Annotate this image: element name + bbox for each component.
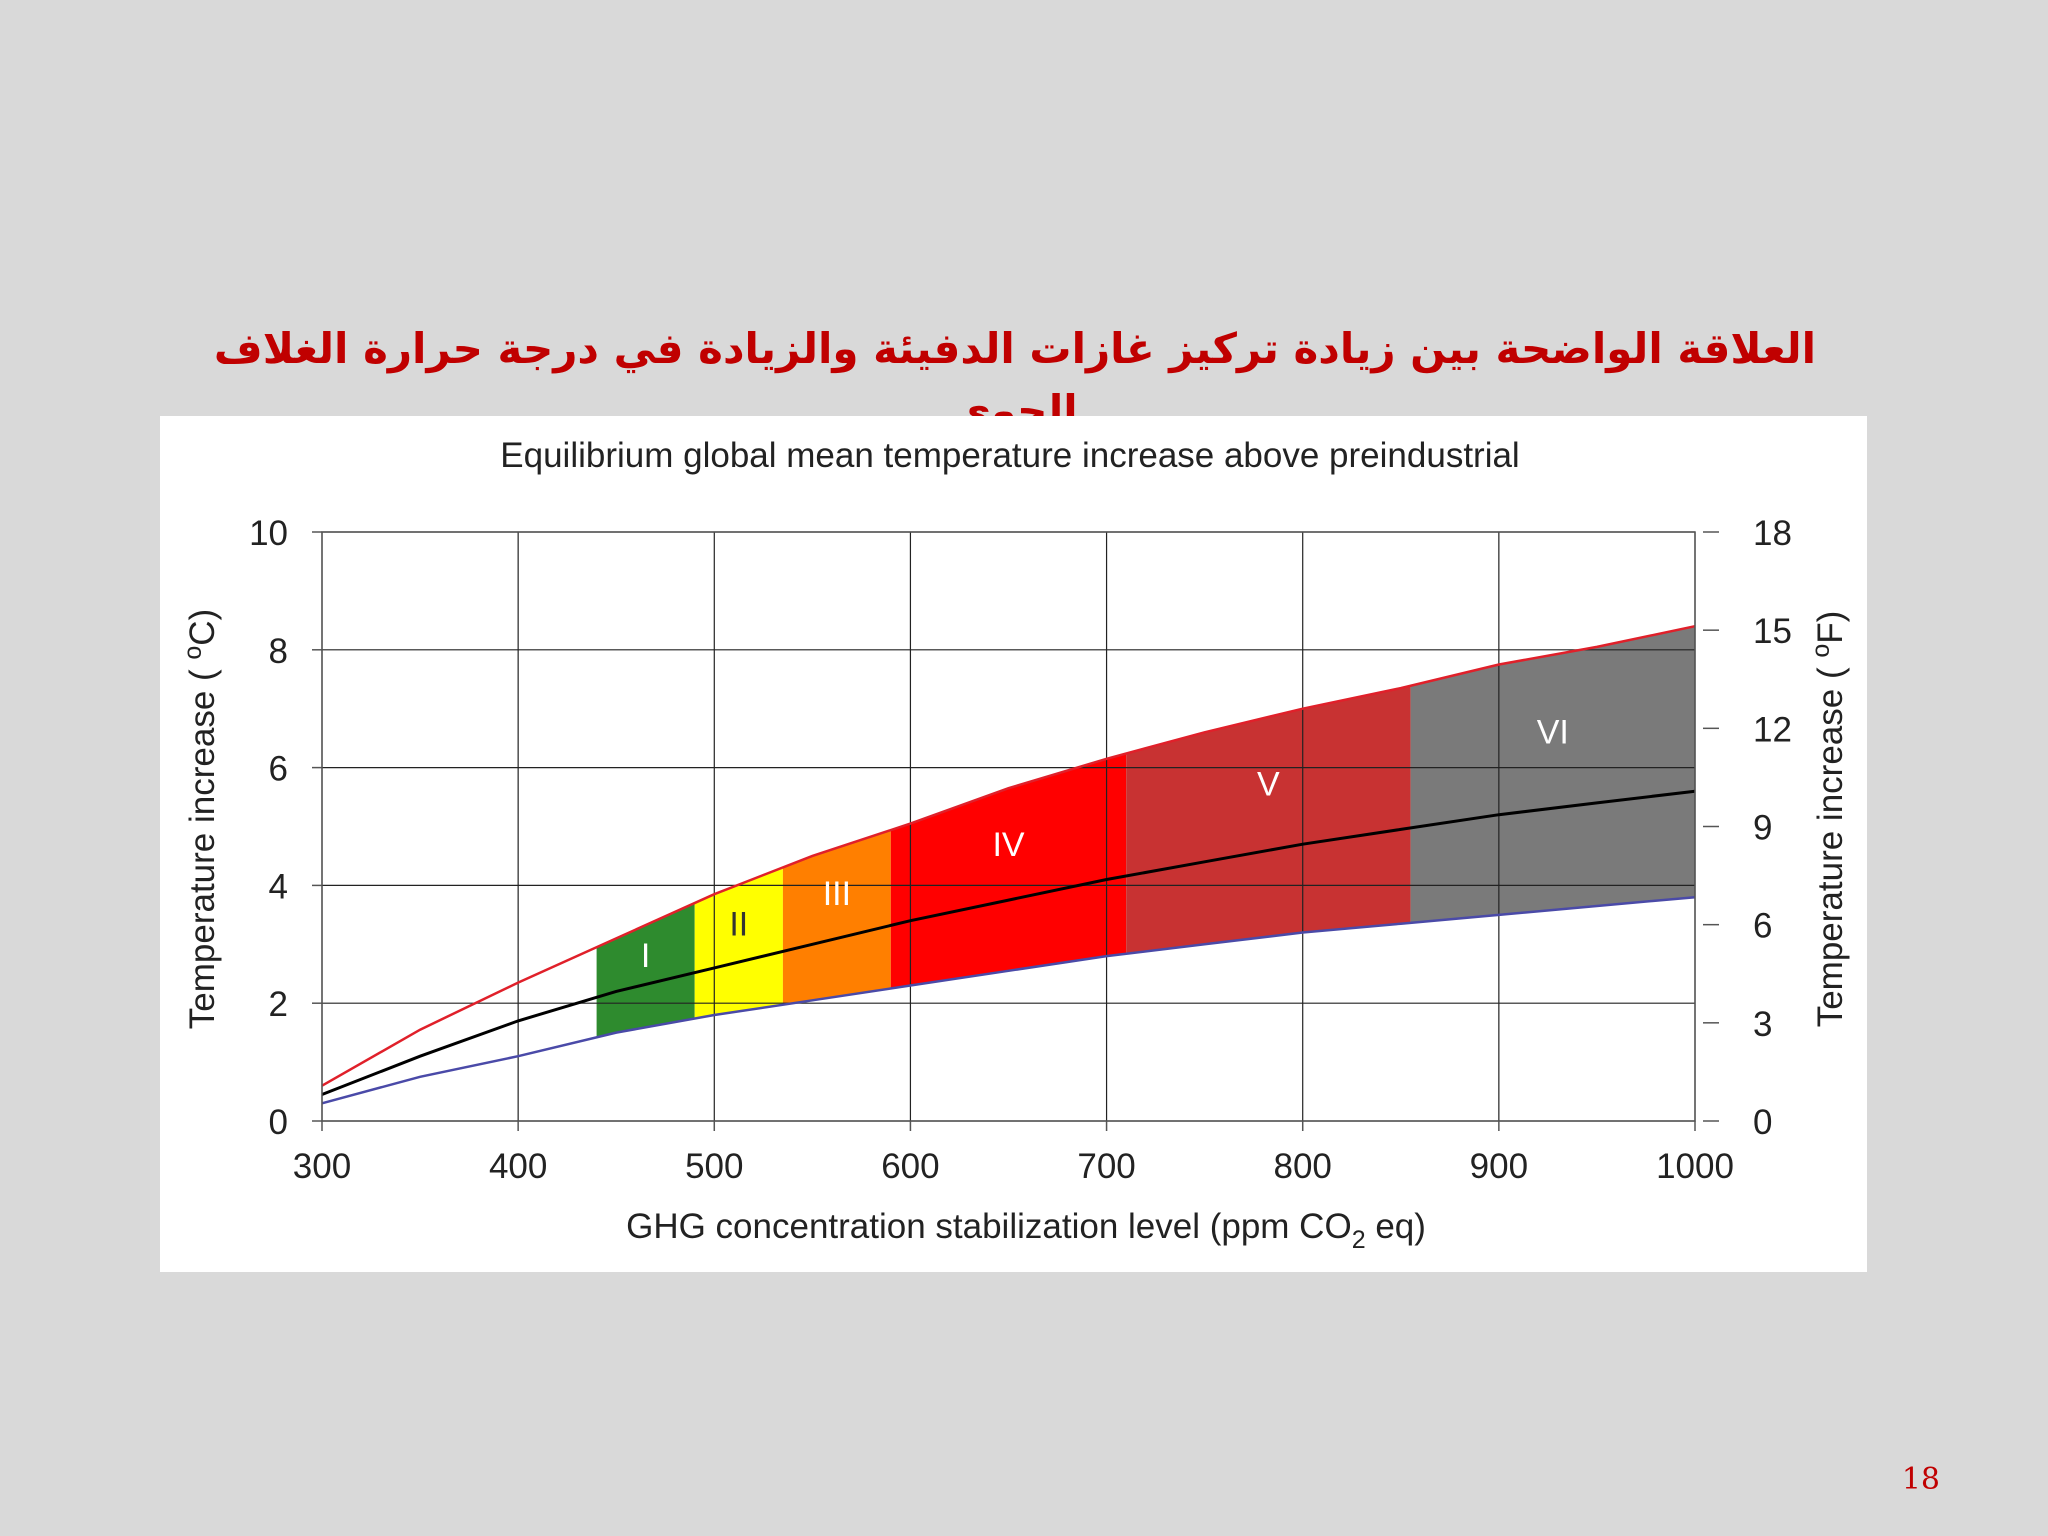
category-label-i: I [641,937,650,975]
y2-axis-label-main: Temperature increase ( [1811,658,1850,1028]
y-tick-label-4: 4 [269,867,288,906]
y2-tick-label-6: 6 [1753,907,1772,946]
y-tick-label-0: 0 [269,1103,288,1142]
category-label-iii: III [823,875,851,913]
x-tick-label-500: 500 [685,1147,743,1186]
y-tick-label-8: 8 [269,632,288,671]
series-line-best [321,789,1696,1096]
y-tick-label-6: 6 [269,750,288,789]
page-number: 18 [1901,1462,1940,1497]
category-band-iv [890,753,1127,989]
y-tick-label-2: 2 [269,985,288,1024]
category-band-vi [1410,626,1695,923]
tick-labels: 300 400 500 600 700 800 900 1000 0 2 4 6 8 10 0 3 6 9 12 15… [249,514,1792,1186]
series-line-lower [321,895,1696,1105]
category-label-vi: VI [1537,714,1569,752]
y2-axis-label-tail: F) [1811,611,1850,644]
y2-axis-label: Temperature increase ( oF) [1807,611,1850,1028]
series-line-upper [321,624,1696,1087]
category-band-v [1126,685,1411,954]
y-axis-label-superscript: o [179,646,207,660]
x-tick-label-900: 900 [1470,1147,1528,1186]
x-tick-label-300: 300 [293,1147,351,1186]
category-label-v: V [1257,766,1280,804]
series-curves [321,624,1696,1105]
slide-title: العلاقة الواضحة بين زيادة تركيز غازات ال… [213,324,1817,435]
y2-axis-label-superscript: o [1807,644,1835,658]
y-axis-label-main: Temperature increase ( [183,660,222,1030]
y-axis-label: Temperature increase ( oC) [179,609,222,1029]
y2-tick-label-3: 3 [1753,1005,1772,1044]
category-band-iii [782,830,891,1005]
category-bands [596,626,1695,1038]
x-tick-label-700: 700 [1077,1147,1135,1186]
x-axis-label: GHG concentration stabilization level (p… [626,1207,1426,1254]
y2-tick-label-0: 0 [1753,1103,1772,1142]
y2-tick-label-12: 12 [1753,710,1792,749]
y2-tick-label-9: 9 [1753,809,1772,848]
category-label-iv: IV [992,826,1024,864]
x-tick-label-1000: 1000 [1656,1147,1734,1186]
y2-tick-label-15: 15 [1753,612,1792,651]
chart-title: Equilibrium global mean temperature incr… [500,436,1519,475]
temperature-chart: Equilibrium global mean temperature incr… [179,436,1850,1254]
category-band-ii [694,867,783,1019]
category-label-ii: II [729,905,748,943]
x-axis-label-main: GHG concentration stabilization level (p… [626,1207,1352,1246]
x-tick-label-800: 800 [1274,1147,1332,1186]
y2-tick-label-18: 18 [1753,514,1792,553]
x-axis-label-tail: eq) [1366,1207,1426,1246]
x-tick-label-600: 600 [881,1147,939,1186]
x-axis-label-subscript: 2 [1352,1226,1366,1254]
chart-panel: Equilibrium global mean temperature incr… [160,416,1867,1272]
y-tick-label-10: 10 [249,514,288,553]
x-tick-label-400: 400 [489,1147,547,1186]
chart-axes [312,531,1719,1131]
y-axis-label-tail: C) [183,609,222,646]
plot-frame [321,531,1696,1122]
